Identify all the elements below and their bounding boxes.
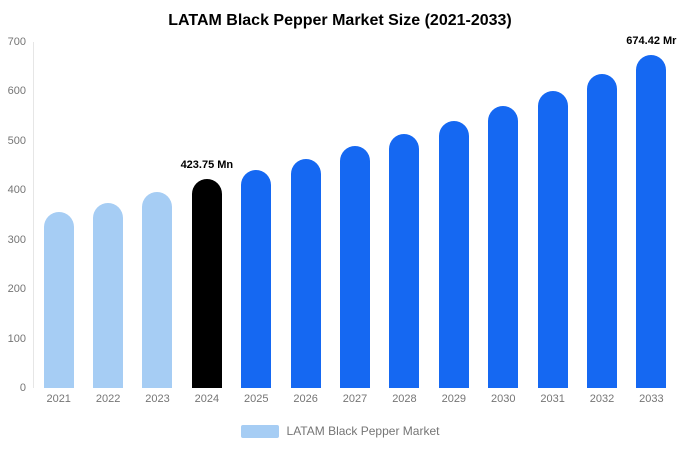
bar-slot-2033: 674.42 Mr	[626, 35, 676, 388]
bar-slot-2029	[429, 42, 478, 388]
bar-2024[interactable]	[191, 179, 222, 388]
bar-slot-2027	[330, 42, 379, 388]
bar-group-2027: 2027	[330, 42, 379, 408]
bar-group-2030: 2030	[479, 42, 528, 408]
bar-group-2028: 2028	[380, 42, 429, 408]
bar-group-2021: 2021	[34, 42, 83, 408]
y-tick-600: 600	[7, 85, 26, 98]
bar-slot-2031	[528, 42, 577, 388]
bar-2032[interactable]	[586, 74, 617, 388]
x-tick-2030: 2030	[490, 393, 516, 405]
chart-title: LATAM Black Pepper Market Size (2021-203…	[168, 12, 512, 29]
bar-group-2024: 423.75 Mn 2024	[180, 42, 234, 408]
bar-slot-2028	[380, 42, 429, 388]
bar-2031[interactable]	[537, 91, 568, 388]
legend-swatch	[240, 424, 279, 438]
y-tick-200: 200	[7, 283, 26, 296]
bar-2026[interactable]	[290, 159, 321, 388]
bar-slot-2025	[232, 42, 281, 388]
x-tick-2027: 2027	[342, 393, 368, 405]
x-tick-2033: 2033	[639, 393, 664, 405]
bar-2022[interactable]	[93, 203, 124, 388]
plot-area: 2021 2022 2023 423.75 Mn 2024 2025 2026 2027 202…	[34, 35, 676, 408]
bar-group-2029: 2029	[429, 42, 478, 408]
bar-group-2031: 2031	[528, 42, 577, 408]
legend-label: LATAM Black Pepper Market	[286, 424, 440, 438]
value-label-2024: 423.75 Mn	[180, 158, 234, 171]
x-tick-2029: 2029	[441, 393, 467, 405]
y-tick-400: 400	[7, 184, 26, 197]
bar-slot-2021	[34, 42, 83, 388]
chart-body: 0 100 200 300 400 500 600 700 2021 2022 2023 423.7…	[0, 35, 677, 408]
bar-2030[interactable]	[488, 106, 519, 388]
bar-2021[interactable]	[43, 212, 74, 388]
bar-group-2033: 674.42 Mr 2033	[626, 35, 676, 408]
x-tick-2024: 2024	[194, 393, 220, 405]
bar-2025[interactable]	[241, 170, 272, 388]
bar-group-2022: 2022	[83, 42, 132, 408]
bar-slot-2024: 423.75 Mn	[180, 42, 234, 388]
bar-2029[interactable]	[438, 121, 469, 388]
x-tick-2025: 2025	[244, 393, 269, 405]
legend-item[interactable]: LATAM Black Pepper Market	[0, 424, 680, 438]
x-tick-2032: 2032	[589, 393, 615, 405]
y-axis: 0 100 200 300 400 500 600 700	[0, 36, 34, 394]
y-tick-300: 300	[7, 233, 26, 246]
bar-group-2025: 2025	[232, 42, 281, 408]
x-tick-2021: 2021	[46, 393, 71, 405]
bar-group-2023: 2023	[133, 42, 182, 408]
bar-2023[interactable]	[142, 192, 173, 388]
x-tick-2031: 2031	[540, 393, 565, 405]
x-tick-2022: 2022	[95, 393, 121, 405]
bar-slot-2026	[281, 42, 330, 388]
bar-2033[interactable]	[636, 55, 667, 388]
bar-2027[interactable]	[340, 146, 371, 388]
y-tick-700: 700	[7, 36, 26, 48]
x-tick-2026: 2026	[293, 393, 318, 405]
x-tick-2023: 2023	[145, 393, 170, 405]
bar-group-2032: 2032	[577, 42, 626, 408]
y-tick-0: 0	[19, 382, 26, 394]
bar-slot-2030	[479, 42, 528, 388]
bar-slot-2032	[577, 42, 626, 388]
bar-group-2026: 2026	[281, 42, 330, 408]
bar-slot-2022	[83, 42, 132, 388]
bar-2028[interactable]	[389, 134, 420, 388]
y-tick-500: 500	[7, 134, 26, 147]
x-tick-2028: 2028	[392, 393, 417, 405]
bar-slot-2023	[133, 42, 182, 388]
value-label-2033: 674.42 Mr	[626, 34, 677, 47]
y-tick-100: 100	[7, 332, 26, 345]
